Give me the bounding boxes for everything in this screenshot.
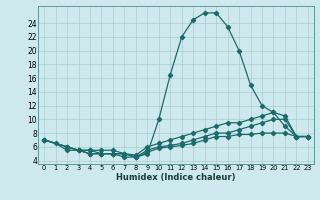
X-axis label: Humidex (Indice chaleur): Humidex (Indice chaleur) <box>116 173 236 182</box>
